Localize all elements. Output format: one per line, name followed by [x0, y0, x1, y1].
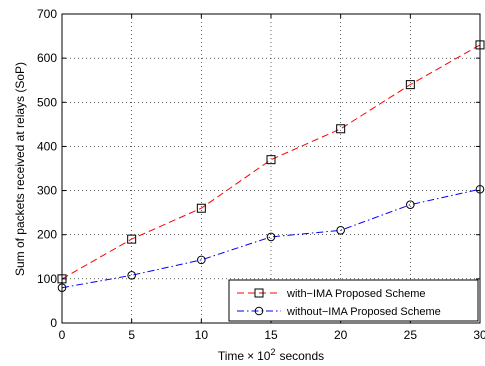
y-tick-label: 200: [37, 228, 57, 242]
legend-label: without−IMA Proposed Scheme: [286, 306, 441, 318]
legend-box: [228, 279, 479, 322]
data-point: [405, 80, 415, 90]
legend-entry-1: with−IMA Proposed Scheme: [237, 288, 426, 300]
y-tick-label: 500: [37, 95, 57, 109]
y-tick-label: 600: [37, 51, 57, 65]
data-point: [266, 232, 276, 242]
y-tick-label: 300: [37, 184, 57, 198]
x-tick-label: 15: [264, 328, 278, 342]
y-tick-label: 100: [37, 272, 57, 286]
data-point: [266, 155, 276, 165]
legend: with−IMA Proposed Scheme without−IMA Prop…: [228, 279, 479, 322]
data-point: [336, 226, 345, 235]
x-axis-label-base: 10: [257, 349, 271, 363]
x-axis-label-prefix: Time: [218, 349, 245, 363]
series-layer: [57, 40, 485, 292]
y-tick-label: 400: [37, 139, 57, 153]
x-axis-label: Time × 102 seconds: [218, 347, 324, 363]
x-axis-label-suffix: seconds: [279, 349, 324, 363]
data-point: [336, 124, 346, 134]
x-tick-label: 20: [334, 328, 348, 342]
data-point: [196, 203, 206, 213]
legend-label: with−IMA Proposed Scheme: [286, 288, 426, 300]
x-tick-label: 0: [59, 328, 66, 342]
x-tick-label: 30: [473, 328, 485, 342]
data-point: [197, 255, 206, 265]
x-axis-label-times: ×: [247, 349, 254, 363]
legend-marker: [254, 306, 264, 316]
y-tick-label: 0: [50, 316, 57, 330]
data-point: [406, 200, 415, 209]
gridlines: [62, 14, 480, 323]
data-point: [127, 271, 136, 280]
x-axis-label-exponent: 2: [270, 347, 275, 357]
x-tick-label: 10: [195, 328, 209, 342]
x-tick-label: 25: [404, 328, 418, 342]
y-axis-label: Sum of packets received at relays (SoP): [13, 62, 27, 276]
series-line: [61, 44, 481, 280]
y-tick-label: 700: [37, 7, 57, 21]
legend-marker: [254, 288, 264, 298]
data-point: [127, 234, 137, 244]
legend-entry-2: without−IMA Proposed Scheme: [237, 306, 441, 318]
x-tick-label: 5: [128, 328, 135, 342]
